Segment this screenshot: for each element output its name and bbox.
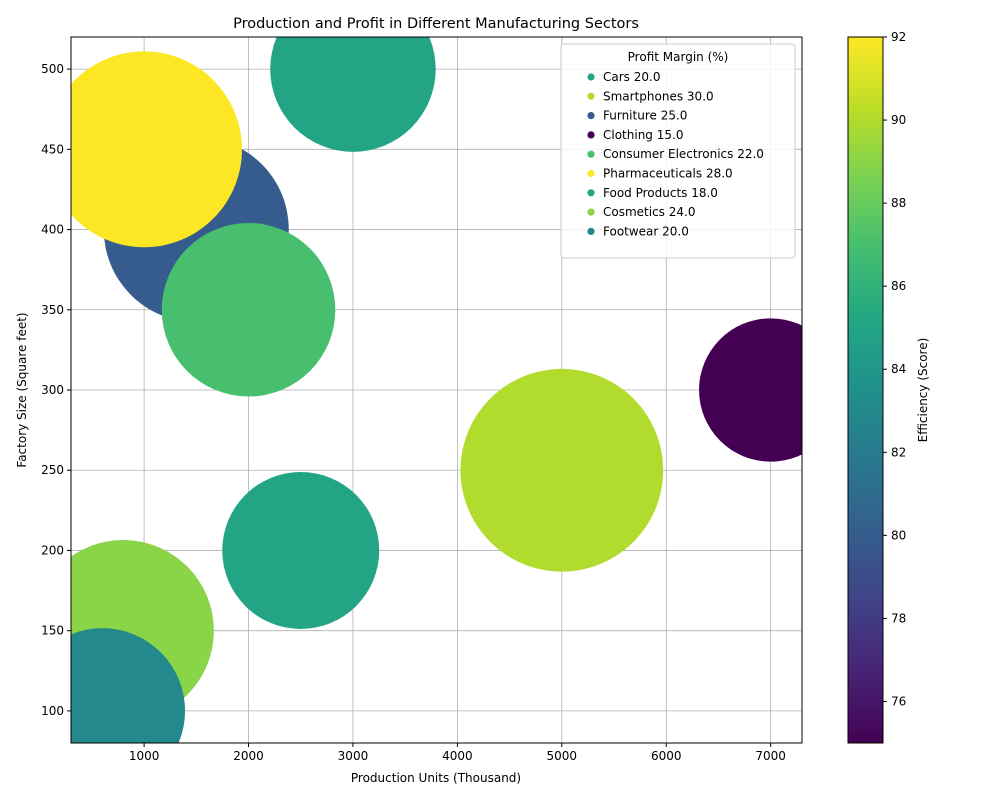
colorbar-tick-label: 82 bbox=[891, 445, 906, 459]
y-tick-label: 400 bbox=[41, 223, 64, 237]
legend-entry-label: Consumer Electronics 22.0 bbox=[603, 147, 764, 161]
chart-title: Production and Profit in Different Manuf… bbox=[233, 16, 639, 32]
legend-items: Cars 20.0 Smartphones 30.0 Furniture 25.0 C… bbox=[587, 70, 764, 238]
bubble-consumer-electronics bbox=[161, 223, 336, 397]
legend-entry-label: Pharmaceuticals 28.0 bbox=[603, 167, 733, 181]
x-tick-label: 6000 bbox=[651, 749, 682, 763]
x-tick-label: 3000 bbox=[338, 749, 369, 763]
legend-entry-label: Cosmetics 24.0 bbox=[603, 205, 695, 219]
legend-entry-label: Furniture 25.0 bbox=[603, 109, 687, 123]
y-axis-label: Factory Size (Square feet) bbox=[15, 312, 29, 467]
colorbar-ticks: 76 78 80 82 84 86 88 90 92 bbox=[883, 30, 906, 708]
y-tick-label: 150 bbox=[41, 624, 64, 638]
x-tick-label: 4000 bbox=[442, 749, 473, 763]
colorbar: 76 78 80 82 84 86 88 90 92 Efficiency (Score) bbox=[847, 30, 930, 744]
x-axis-label: Production Units (Thousand) bbox=[351, 771, 521, 785]
legend-marker bbox=[587, 112, 595, 120]
legend-entry-label: Footwear 20.0 bbox=[603, 224, 689, 238]
legend-title: Profit Margin (%) bbox=[628, 50, 729, 64]
legend-marker bbox=[587, 150, 595, 158]
colorbar-tick-label: 84 bbox=[891, 362, 906, 376]
legend-entry-label: Food Products 18.0 bbox=[603, 186, 718, 200]
legend-marker bbox=[587, 227, 595, 235]
legend-entry-label: Cars 20.0 bbox=[603, 70, 660, 84]
y-tick-label: 450 bbox=[41, 142, 64, 156]
legend-marker bbox=[587, 92, 595, 100]
colorbar-tick-label: 88 bbox=[891, 196, 906, 210]
bubble-pharmaceuticals bbox=[71, 51, 242, 248]
x-tick-label: 2000 bbox=[233, 749, 264, 763]
y-tick-label: 350 bbox=[41, 303, 64, 317]
legend-entry-label: Clothing 15.0 bbox=[603, 128, 683, 142]
x-tick-label: 1000 bbox=[129, 749, 160, 763]
legend-box bbox=[560, 43, 796, 259]
colorbar-tick-label: 76 bbox=[891, 694, 906, 708]
colorbar-gradient bbox=[847, 36, 884, 744]
colorbar-tick-label: 86 bbox=[891, 279, 906, 293]
legend-marker bbox=[587, 131, 595, 139]
legend-marker bbox=[587, 169, 595, 178]
colorbar-label: Efficiency (Score) bbox=[916, 338, 930, 443]
colorbar-tick-label: 92 bbox=[891, 30, 906, 44]
legend-marker bbox=[587, 73, 595, 81]
y-axis-ticks: 100 150 200 250 300 350 400 450 500 bbox=[41, 62, 71, 718]
y-tick-label: 500 bbox=[41, 62, 64, 76]
y-tick-label: 100 bbox=[41, 704, 64, 718]
legend-marker bbox=[587, 189, 595, 197]
legend: Profit Margin (%) Cars 20.0 Smartphones 3… bbox=[560, 43, 796, 259]
colorbar-tick-label: 90 bbox=[891, 113, 906, 127]
x-tick-label: 5000 bbox=[547, 749, 578, 763]
bubble-food-products bbox=[222, 471, 380, 629]
legend-marker bbox=[587, 208, 595, 216]
bubble-footwear bbox=[71, 628, 186, 743]
y-tick-label: 200 bbox=[41, 543, 64, 557]
x-axis-ticks: 1000 2000 3000 4000 5000 6000 7000 bbox=[129, 743, 786, 763]
y-tick-label: 300 bbox=[41, 383, 64, 397]
bubble-layer bbox=[71, 37, 802, 743]
legend-entry-label: Smartphones 30.0 bbox=[603, 89, 714, 103]
bubble-clothing bbox=[699, 318, 802, 462]
colorbar-tick-label: 78 bbox=[891, 611, 906, 625]
colorbar-tick-label: 80 bbox=[891, 528, 906, 542]
x-tick-label: 7000 bbox=[755, 749, 786, 763]
bubble-cars bbox=[270, 37, 436, 152]
y-tick-label: 250 bbox=[41, 463, 64, 477]
bubble-smartphones bbox=[460, 368, 664, 572]
